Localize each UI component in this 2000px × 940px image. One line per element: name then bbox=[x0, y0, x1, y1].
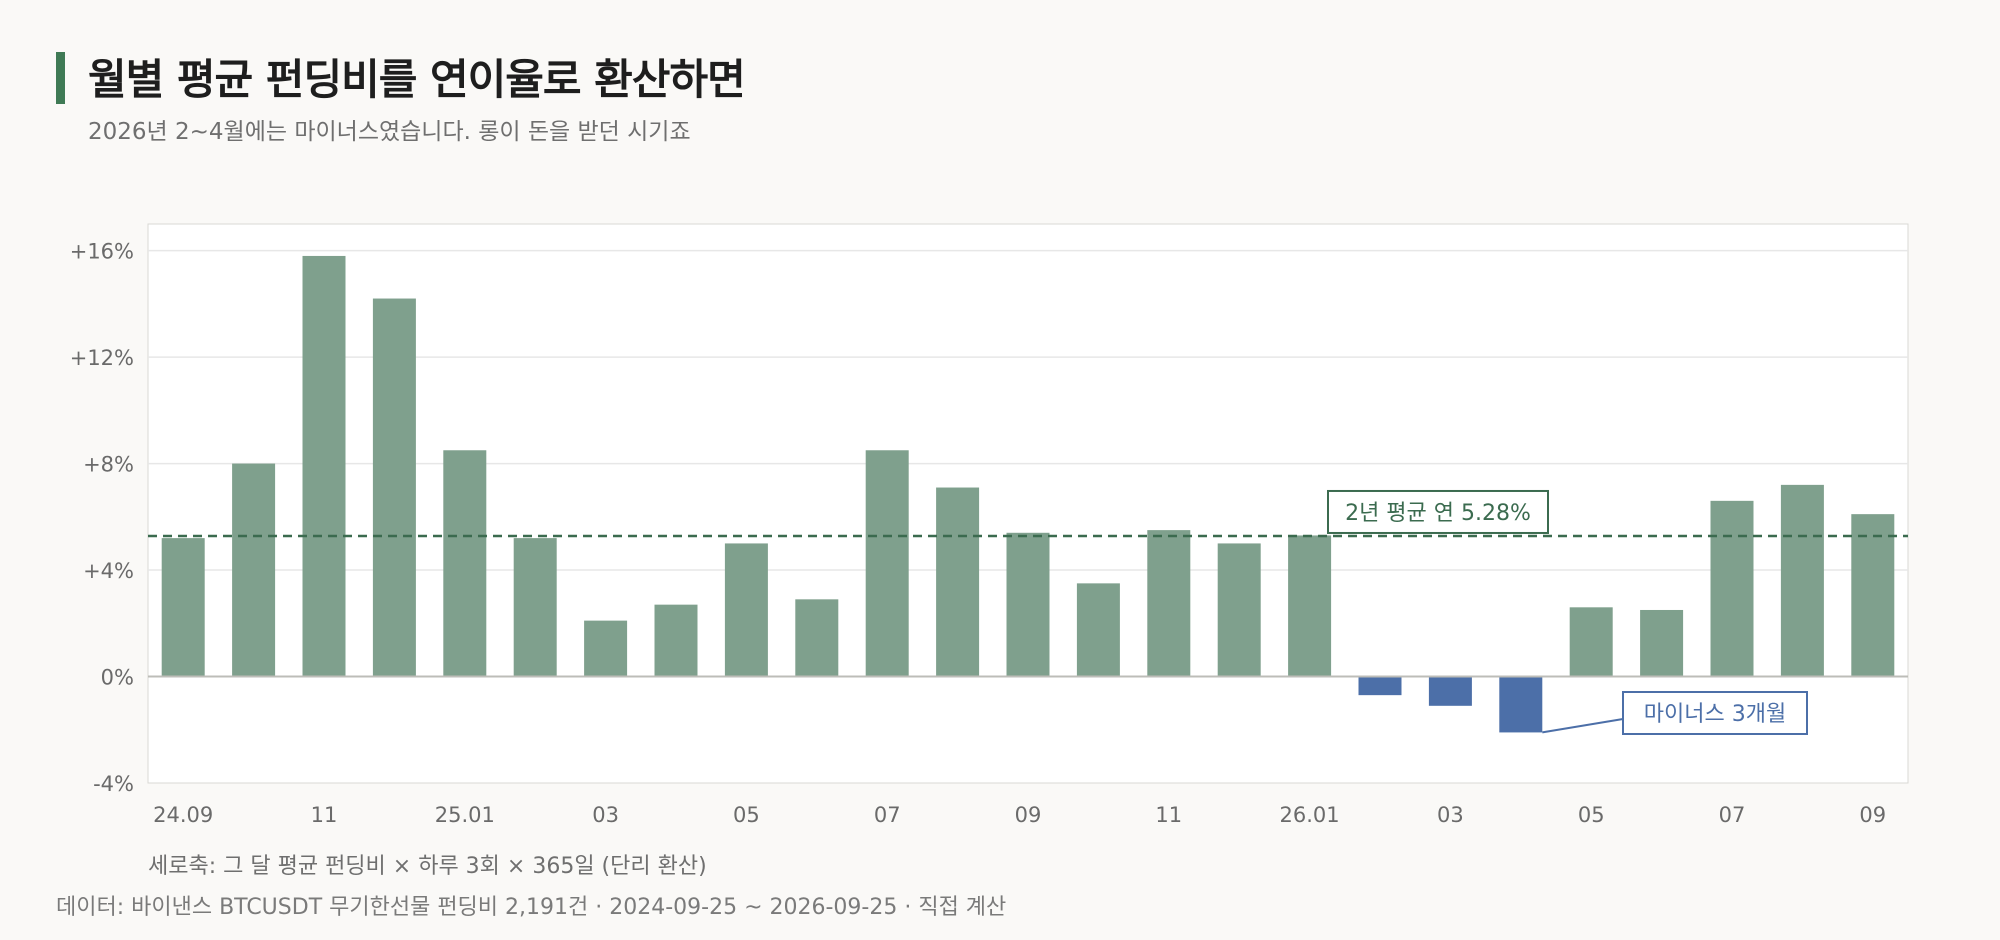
chart-subtitle: 2026년 2~4월에는 마이너스였습니다. 롱이 돈을 받던 시기죠 bbox=[88, 119, 691, 145]
x-tick-label: 11 bbox=[1155, 803, 1182, 827]
annotation-label: 마이너스 3개월 bbox=[1644, 702, 1786, 727]
x-tick-label: 05 bbox=[733, 803, 760, 827]
bar-04 bbox=[1499, 676, 1543, 733]
bar-04 bbox=[654, 604, 698, 677]
bar-07 bbox=[865, 450, 909, 677]
bar-25.01 bbox=[443, 450, 487, 677]
x-tick-label: 09 bbox=[1859, 803, 1886, 827]
bar-24.09 bbox=[161, 538, 205, 677]
y-tick-label: +8% bbox=[83, 453, 134, 477]
y-tick-label: +16% bbox=[70, 240, 134, 264]
chart-title: 월별 평균 펀딩비를 연이율로 환산하면 bbox=[88, 55, 746, 104]
y-tick-label: -4% bbox=[93, 772, 134, 796]
y-tick-label: +12% bbox=[70, 346, 134, 370]
bar-08 bbox=[936, 487, 980, 677]
x-tick-label: 07 bbox=[1719, 803, 1746, 827]
bar-07 bbox=[1710, 500, 1754, 677]
bar-09 bbox=[1006, 532, 1050, 677]
x-tick-label: 11 bbox=[311, 803, 338, 827]
bar-12 bbox=[1217, 543, 1261, 677]
bar-06 bbox=[795, 599, 839, 677]
average-label: 2년 평균 연 5.28% bbox=[1345, 501, 1531, 526]
x-tick-label: 03 bbox=[592, 803, 619, 827]
bar-02 bbox=[1358, 676, 1402, 696]
bar-03 bbox=[584, 620, 628, 677]
data-source-note: 데이터: 바이낸스 BTCUSDT 무기한선물 펀딩비 2,191건 · 202… bbox=[56, 895, 1007, 920]
bar-12 bbox=[372, 298, 416, 677]
bar-08 bbox=[1780, 484, 1824, 677]
x-tick-label: 24.09 bbox=[153, 803, 213, 827]
annotation-box bbox=[1622, 691, 1808, 735]
title-accent-bar bbox=[56, 52, 65, 104]
bar-05 bbox=[724, 543, 768, 677]
x-tick-label: 05 bbox=[1578, 803, 1605, 827]
bar-02 bbox=[513, 538, 557, 677]
annotation-leader-line bbox=[1542, 718, 1624, 734]
average-label-box bbox=[1327, 489, 1549, 534]
bar-09 bbox=[1851, 514, 1895, 677]
bar-11 bbox=[1147, 530, 1191, 677]
x-tick-label: 26.01 bbox=[1280, 803, 1340, 827]
x-tick-label: 03 bbox=[1437, 803, 1464, 827]
bar-11 bbox=[302, 255, 346, 677]
bar-26.01 bbox=[1288, 535, 1332, 677]
bar-10 bbox=[232, 463, 276, 677]
bar-06 bbox=[1640, 609, 1684, 677]
x-tick-label: 25.01 bbox=[435, 803, 495, 827]
bar-03 bbox=[1428, 676, 1472, 706]
y-tick-label: +4% bbox=[83, 559, 134, 583]
plot-area bbox=[147, 223, 1909, 784]
x-tick-label: 07 bbox=[874, 803, 901, 827]
y-axis-note: 세로축: 그 달 평균 펀딩비 × 하루 3회 × 365일 (단리 환산) bbox=[148, 854, 707, 879]
bar-05 bbox=[1569, 607, 1613, 677]
bar-10 bbox=[1076, 583, 1120, 677]
y-tick-label: 0% bbox=[101, 666, 134, 690]
x-tick-label: 09 bbox=[1015, 803, 1042, 827]
